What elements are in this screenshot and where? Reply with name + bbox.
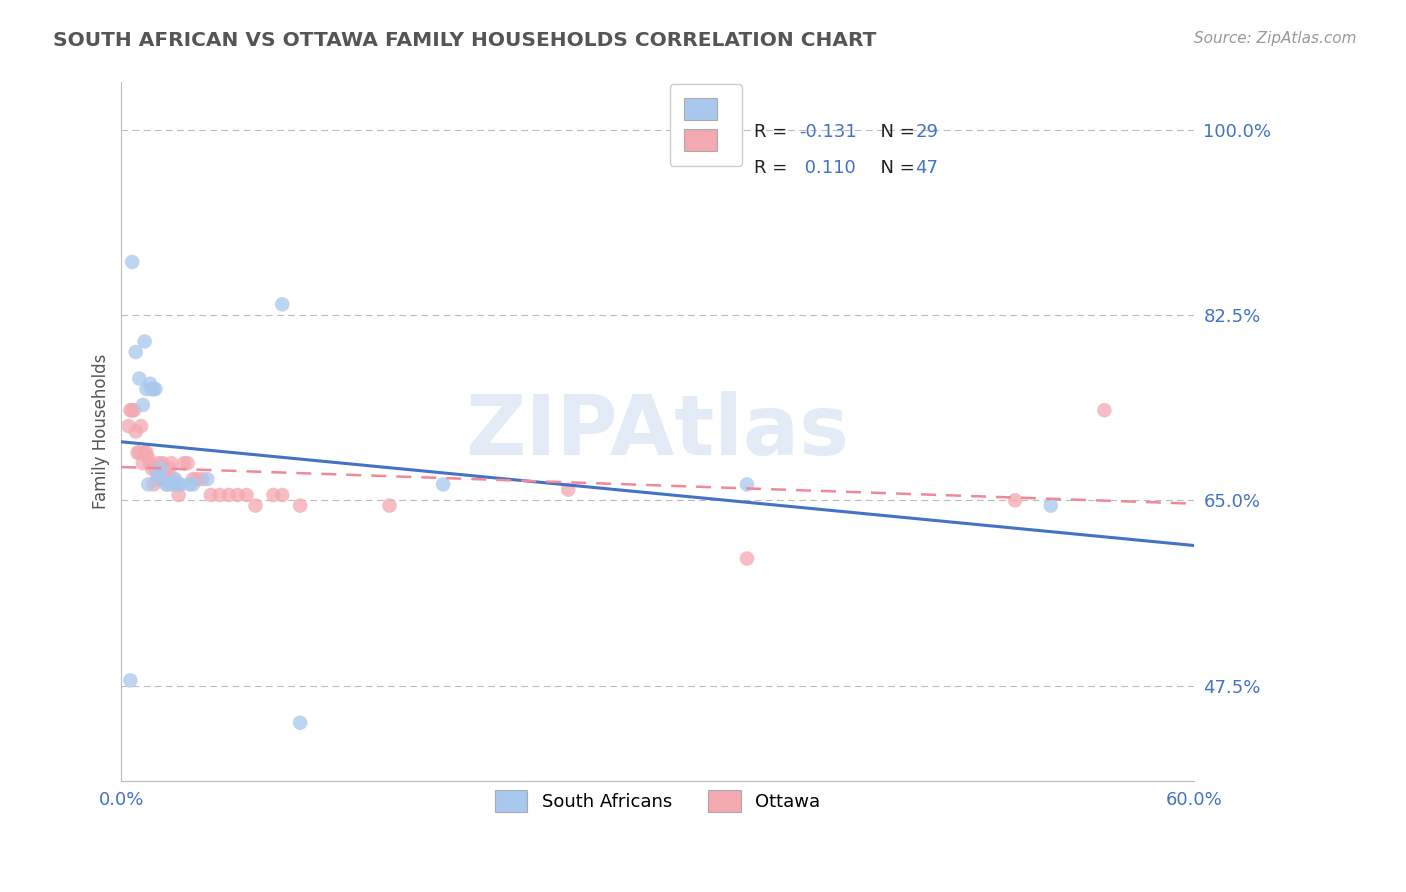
Point — [152, 456, 174, 470]
Point — [149, 472, 172, 486]
Text: ZIPAtlas: ZIPAtlas — [465, 391, 849, 472]
Text: -0.131: -0.131 — [799, 123, 856, 141]
Point — [169, 477, 191, 491]
Point — [226, 488, 249, 502]
Point — [149, 472, 172, 486]
Text: 29: 29 — [915, 123, 938, 141]
Point — [141, 382, 163, 396]
Point — [128, 445, 150, 459]
Point — [432, 477, 454, 491]
Point — [128, 371, 150, 385]
Point — [155, 477, 177, 491]
Point — [167, 488, 190, 502]
Text: 0.110: 0.110 — [799, 159, 855, 178]
Point — [181, 472, 204, 486]
Point — [165, 472, 187, 486]
Point — [1004, 493, 1026, 508]
Text: N =: N = — [869, 159, 921, 178]
Point — [149, 461, 172, 475]
Point — [139, 376, 162, 391]
Y-axis label: Family Households: Family Households — [93, 354, 110, 509]
Point — [125, 345, 148, 359]
Point — [135, 445, 157, 459]
Point — [132, 456, 155, 470]
Point — [139, 456, 162, 470]
Text: N =: N = — [869, 123, 921, 141]
Point — [145, 461, 167, 475]
Point — [146, 467, 169, 481]
Point — [148, 456, 170, 470]
Point — [136, 477, 159, 491]
Point — [127, 445, 149, 459]
Point — [160, 477, 183, 491]
Point — [129, 419, 152, 434]
Point — [173, 456, 195, 470]
Point — [235, 488, 257, 502]
Point — [200, 488, 222, 502]
Point — [179, 477, 201, 491]
Point — [146, 472, 169, 486]
Point — [121, 255, 143, 269]
Point — [245, 499, 267, 513]
Text: R =: R = — [754, 159, 799, 178]
Point — [142, 477, 165, 491]
Point — [181, 477, 204, 491]
Point — [186, 472, 208, 486]
Point — [735, 477, 758, 491]
Point — [271, 488, 294, 502]
Point — [288, 715, 311, 730]
Point — [134, 445, 156, 459]
Point — [145, 382, 167, 396]
Point — [557, 483, 579, 497]
Point — [122, 403, 145, 417]
Point — [132, 398, 155, 412]
Point — [135, 382, 157, 396]
Point — [160, 456, 183, 470]
Point — [378, 499, 401, 513]
Point — [162, 472, 184, 486]
Point — [120, 673, 142, 688]
Point — [117, 419, 139, 434]
Point — [176, 456, 198, 470]
Text: R =: R = — [754, 123, 793, 141]
Point — [195, 472, 218, 486]
Point — [120, 403, 142, 417]
Point — [155, 467, 177, 481]
Point — [136, 450, 159, 465]
Point — [134, 334, 156, 349]
Point — [141, 461, 163, 475]
Point — [288, 499, 311, 513]
Point — [121, 403, 143, 417]
Point — [1092, 403, 1115, 417]
Point — [191, 472, 214, 486]
Point — [271, 297, 294, 311]
Text: 47: 47 — [915, 159, 938, 178]
Point — [262, 488, 284, 502]
Point — [156, 472, 179, 486]
Point — [156, 477, 179, 491]
Text: SOUTH AFRICAN VS OTTAWA FAMILY HOUSEHOLDS CORRELATION CHART: SOUTH AFRICAN VS OTTAWA FAMILY HOUSEHOLD… — [53, 31, 877, 50]
Point — [125, 425, 148, 439]
Point — [159, 461, 181, 475]
Point — [218, 488, 240, 502]
Text: Source: ZipAtlas.com: Source: ZipAtlas.com — [1194, 31, 1357, 46]
Point — [153, 472, 176, 486]
Point — [735, 551, 758, 566]
Point — [142, 382, 165, 396]
Point — [165, 477, 187, 491]
Point — [167, 477, 190, 491]
Point — [208, 488, 231, 502]
Legend: South Africans, Ottawa: South Africans, Ottawa — [482, 777, 832, 824]
Point — [1039, 499, 1062, 513]
